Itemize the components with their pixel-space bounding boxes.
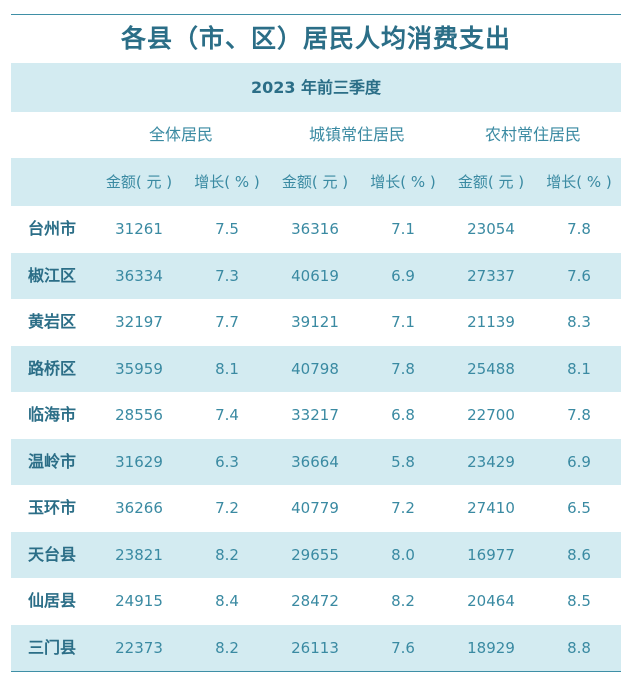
table-row: 仙居县 24915 8.4 28472 8.2 20464 8.5 (11, 578, 621, 625)
cell-rural-amount: 21139 (467, 313, 515, 331)
cell-rural-amount: 27337 (467, 266, 515, 285)
row-region-name: 椒江区 (27, 265, 76, 285)
cell-urban-amount: 39121 (291, 313, 339, 331)
cell-total-amount: 31629 (115, 452, 163, 471)
subheader-growth: 增长( % ) (194, 173, 260, 191)
cell-total-amount: 23821 (115, 545, 163, 564)
row-region-name: 三门县 (27, 637, 76, 657)
cell-urban-amount: 40619 (291, 266, 339, 285)
page-title: 各县（市、区）居民人均消费支出 (120, 24, 511, 53)
cell-rural-amount: 27410 (467, 499, 515, 517)
subheader-amount: 金额( 元 ) (105, 173, 173, 191)
cell-urban-growth: 7.2 (391, 499, 415, 517)
row-region-name: 临海市 (27, 405, 76, 424)
cell-total-growth: 8.2 (215, 545, 239, 564)
column-subheader-row: 金额( 元 ) 增长( % ) 金额( 元 ) 增长( % ) 金额( 元 ) … (11, 158, 621, 206)
group-header-all: 全体居民 (148, 125, 213, 144)
cell-urban-growth: 7.8 (391, 359, 415, 378)
subheader-band (93, 158, 621, 206)
group-header-urban: 城镇常住居民 (308, 125, 405, 144)
cell-total-growth: 8.1 (215, 359, 239, 378)
cell-rural-growth: 7.8 (567, 220, 591, 238)
cell-rural-growth: 8.8 (567, 638, 591, 657)
cell-rural-growth: 8.6 (567, 545, 591, 564)
subheader-growth: 增长( % ) (370, 173, 436, 191)
cell-urban-growth: 5.8 (391, 452, 415, 471)
cell-urban-growth: 8.2 (391, 592, 415, 610)
row-region-name: 天台县 (27, 544, 76, 564)
table-row: 路桥区 35959 8.1 40798 7.8 25488 8.1 (11, 345, 621, 392)
cell-total-growth: 7.3 (215, 266, 239, 285)
cell-urban-amount: 36316 (291, 220, 339, 238)
cell-urban-growth: 7.1 (391, 313, 415, 331)
cell-urban-growth: 7.1 (391, 220, 415, 238)
cell-total-growth: 6.3 (215, 452, 239, 471)
cell-rural-amount: 20464 (467, 592, 515, 610)
cell-urban-growth: 6.8 (391, 406, 415, 424)
cell-total-growth: 7.5 (215, 220, 239, 238)
cell-rural-amount: 22700 (467, 406, 515, 424)
cell-urban-amount: 26113 (291, 638, 339, 657)
cell-urban-amount: 33217 (291, 406, 339, 424)
period-label: 2023 年前三季度 (11, 63, 621, 112)
subheader-growth: 增长( % ) (546, 173, 612, 191)
row-region-name: 黄岩区 (27, 312, 76, 331)
table-row: 三门县 22373 8.2 26113 7.6 18929 8.8 (11, 624, 621, 671)
cell-total-growth: 8.2 (215, 638, 239, 657)
cell-total-amount: 24915 (115, 592, 163, 610)
subheader-amount: 金额( 元 ) (281, 173, 349, 191)
subheader-corner (11, 158, 93, 206)
cell-urban-amount: 36664 (291, 452, 339, 471)
cell-rural-growth: 8.3 (567, 313, 591, 331)
cell-rural-amount: 23429 (467, 452, 515, 471)
row-region-name: 玉环市 (27, 498, 76, 517)
cell-rural-growth: 6.9 (567, 452, 591, 471)
cell-urban-amount: 40779 (291, 499, 339, 517)
cell-total-amount: 22373 (115, 638, 163, 657)
cell-urban-amount: 29655 (291, 545, 339, 564)
table-frame: 各县（市、区）居民人均消费支出 2023 年前三季度 全体居民 城镇常住居民 农… (11, 14, 621, 672)
cell-urban-growth: 8.0 (391, 545, 415, 564)
cell-rural-amount: 18929 (467, 638, 515, 657)
cell-total-amount: 36334 (115, 266, 163, 285)
row-region-name: 台州市 (27, 219, 76, 238)
table-row: 椒江区 36334 7.3 40619 6.9 27337 7.6 (11, 252, 621, 299)
cell-rural-growth: 7.8 (567, 406, 591, 424)
cell-total-amount: 32197 (115, 313, 163, 331)
cell-urban-growth: 6.9 (391, 266, 415, 285)
table-row: 温岭市 31629 6.3 36664 5.8 23429 6.9 (11, 438, 621, 485)
cell-total-amount: 36266 (115, 499, 163, 517)
cell-urban-amount: 28472 (291, 592, 339, 610)
cell-total-amount: 35959 (115, 359, 163, 378)
table-row: 临海市 28556 7.4 33217 6.8 22700 7.8 (11, 392, 621, 439)
subheader-amount: 金额( 元 ) (457, 173, 525, 191)
table-row: 台州市 31261 7.5 36316 7.1 23054 7.8 (11, 206, 621, 253)
cell-urban-growth: 7.6 (391, 638, 415, 657)
row-region-name: 仙居县 (27, 591, 76, 610)
table-body: 台州市 31261 7.5 36316 7.1 23054 7.8 椒江区 36334 7.3 40… (11, 206, 621, 671)
cell-rural-growth: 8.1 (567, 359, 591, 378)
cell-total-growth: 7.2 (215, 499, 239, 517)
cell-rural-growth: 6.5 (567, 499, 591, 517)
cell-total-amount: 28556 (115, 406, 163, 424)
table-row: 玉环市 36266 7.2 40779 7.2 27410 6.5 (11, 485, 621, 532)
cell-rural-growth: 7.6 (567, 266, 591, 285)
table-row: 黄岩区 32197 7.7 39121 7.1 21139 8.3 (11, 299, 621, 346)
cell-total-growth: 7.4 (215, 406, 239, 424)
group-header-rural: 农村常住居民 (484, 125, 581, 144)
cell-urban-amount: 40798 (291, 359, 339, 378)
row-region-name: 温岭市 (27, 451, 76, 471)
cell-total-growth: 7.7 (215, 313, 239, 331)
cell-rural-amount: 16977 (467, 545, 515, 564)
cell-total-growth: 8.4 (215, 592, 239, 610)
cell-total-amount: 31261 (115, 220, 163, 238)
row-region-name: 路桥区 (27, 358, 76, 378)
cell-rural-growth: 8.5 (567, 592, 591, 610)
cell-rural-amount: 25488 (467, 359, 515, 378)
table-row: 天台县 23821 8.2 29655 8.0 16977 8.6 (11, 531, 621, 578)
cell-rural-amount: 23054 (467, 220, 515, 238)
